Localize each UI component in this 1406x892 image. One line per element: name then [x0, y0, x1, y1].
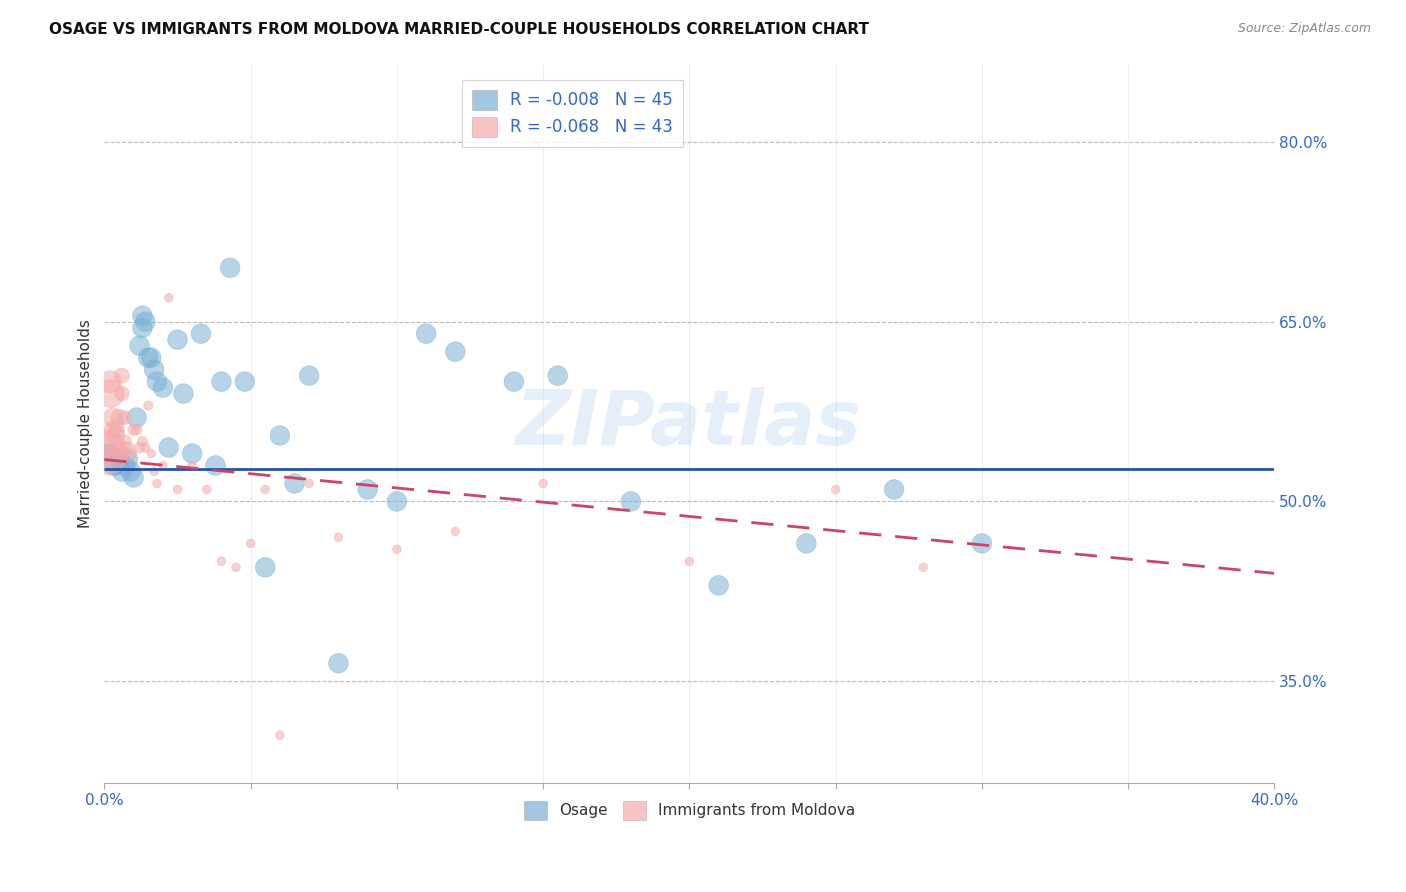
- Point: [970, 536, 993, 550]
- Point: [111, 386, 134, 401]
- Point: [204, 458, 226, 473]
- Point: [269, 728, 291, 742]
- Point: [385, 542, 408, 557]
- Point: [146, 375, 169, 389]
- Point: [195, 483, 218, 497]
- Point: [239, 536, 262, 550]
- Point: [101, 458, 124, 473]
- Text: OSAGE VS IMMIGRANTS FROM MOLDOVA MARRIED-COUPLE HOUSEHOLDS CORRELATION CHART: OSAGE VS IMMIGRANTS FROM MOLDOVA MARRIED…: [49, 22, 869, 37]
- Point: [152, 381, 174, 395]
- Point: [114, 458, 136, 473]
- Point: [128, 339, 150, 353]
- Point: [172, 386, 194, 401]
- Point: [298, 476, 321, 491]
- Point: [298, 368, 321, 383]
- Point: [824, 483, 846, 497]
- Point: [620, 494, 643, 508]
- Point: [146, 476, 169, 491]
- Point: [105, 423, 128, 437]
- Point: [356, 483, 378, 497]
- Point: [254, 483, 277, 497]
- Point: [98, 375, 121, 389]
- Point: [385, 494, 408, 508]
- Point: [157, 291, 180, 305]
- Point: [117, 452, 139, 467]
- Point: [415, 326, 437, 341]
- Point: [98, 446, 121, 460]
- Legend: Osage, Immigrants from Moldova: Osage, Immigrants from Moldova: [517, 795, 862, 826]
- Point: [912, 560, 935, 574]
- Point: [141, 351, 163, 365]
- Point: [117, 441, 139, 455]
- Point: [101, 410, 124, 425]
- Point: [108, 446, 131, 460]
- Point: [796, 536, 818, 550]
- Point: [707, 578, 730, 592]
- Point: [108, 452, 131, 467]
- Point: [328, 530, 350, 544]
- Point: [120, 446, 142, 460]
- Point: [157, 441, 180, 455]
- Point: [143, 362, 166, 376]
- Point: [143, 465, 166, 479]
- Point: [225, 560, 247, 574]
- Point: [101, 423, 124, 437]
- Point: [96, 446, 118, 460]
- Point: [531, 476, 554, 491]
- Point: [120, 465, 142, 479]
- Point: [678, 554, 700, 568]
- Point: [105, 428, 128, 442]
- Point: [131, 309, 153, 323]
- Point: [209, 375, 232, 389]
- Point: [152, 458, 174, 473]
- Point: [122, 470, 145, 484]
- Point: [131, 320, 153, 334]
- Point: [254, 560, 277, 574]
- Point: [190, 326, 212, 341]
- Point: [96, 441, 118, 455]
- Point: [96, 446, 118, 460]
- Point: [125, 410, 148, 425]
- Y-axis label: Married-couple Households: Married-couple Households: [79, 319, 93, 528]
- Point: [233, 375, 256, 389]
- Point: [502, 375, 524, 389]
- Point: [283, 476, 305, 491]
- Point: [166, 333, 188, 347]
- Point: [131, 434, 153, 449]
- Point: [547, 368, 569, 383]
- Point: [883, 483, 905, 497]
- Point: [136, 351, 159, 365]
- Point: [181, 446, 204, 460]
- Point: [111, 465, 134, 479]
- Point: [328, 657, 350, 671]
- Point: [122, 423, 145, 437]
- Point: [134, 441, 156, 455]
- Point: [219, 260, 242, 275]
- Point: [134, 315, 156, 329]
- Point: [444, 524, 467, 539]
- Point: [141, 446, 163, 460]
- Text: ZIPatlas: ZIPatlas: [516, 386, 862, 460]
- Point: [136, 399, 159, 413]
- Point: [209, 554, 232, 568]
- Point: [108, 410, 131, 425]
- Text: Source: ZipAtlas.com: Source: ZipAtlas.com: [1237, 22, 1371, 36]
- Point: [181, 458, 204, 473]
- Point: [114, 434, 136, 449]
- Point: [98, 386, 121, 401]
- Point: [166, 483, 188, 497]
- Point: [269, 428, 291, 442]
- Point: [444, 344, 467, 359]
- Point: [111, 368, 134, 383]
- Point: [128, 441, 150, 455]
- Point: [114, 410, 136, 425]
- Point: [105, 458, 128, 473]
- Point: [125, 423, 148, 437]
